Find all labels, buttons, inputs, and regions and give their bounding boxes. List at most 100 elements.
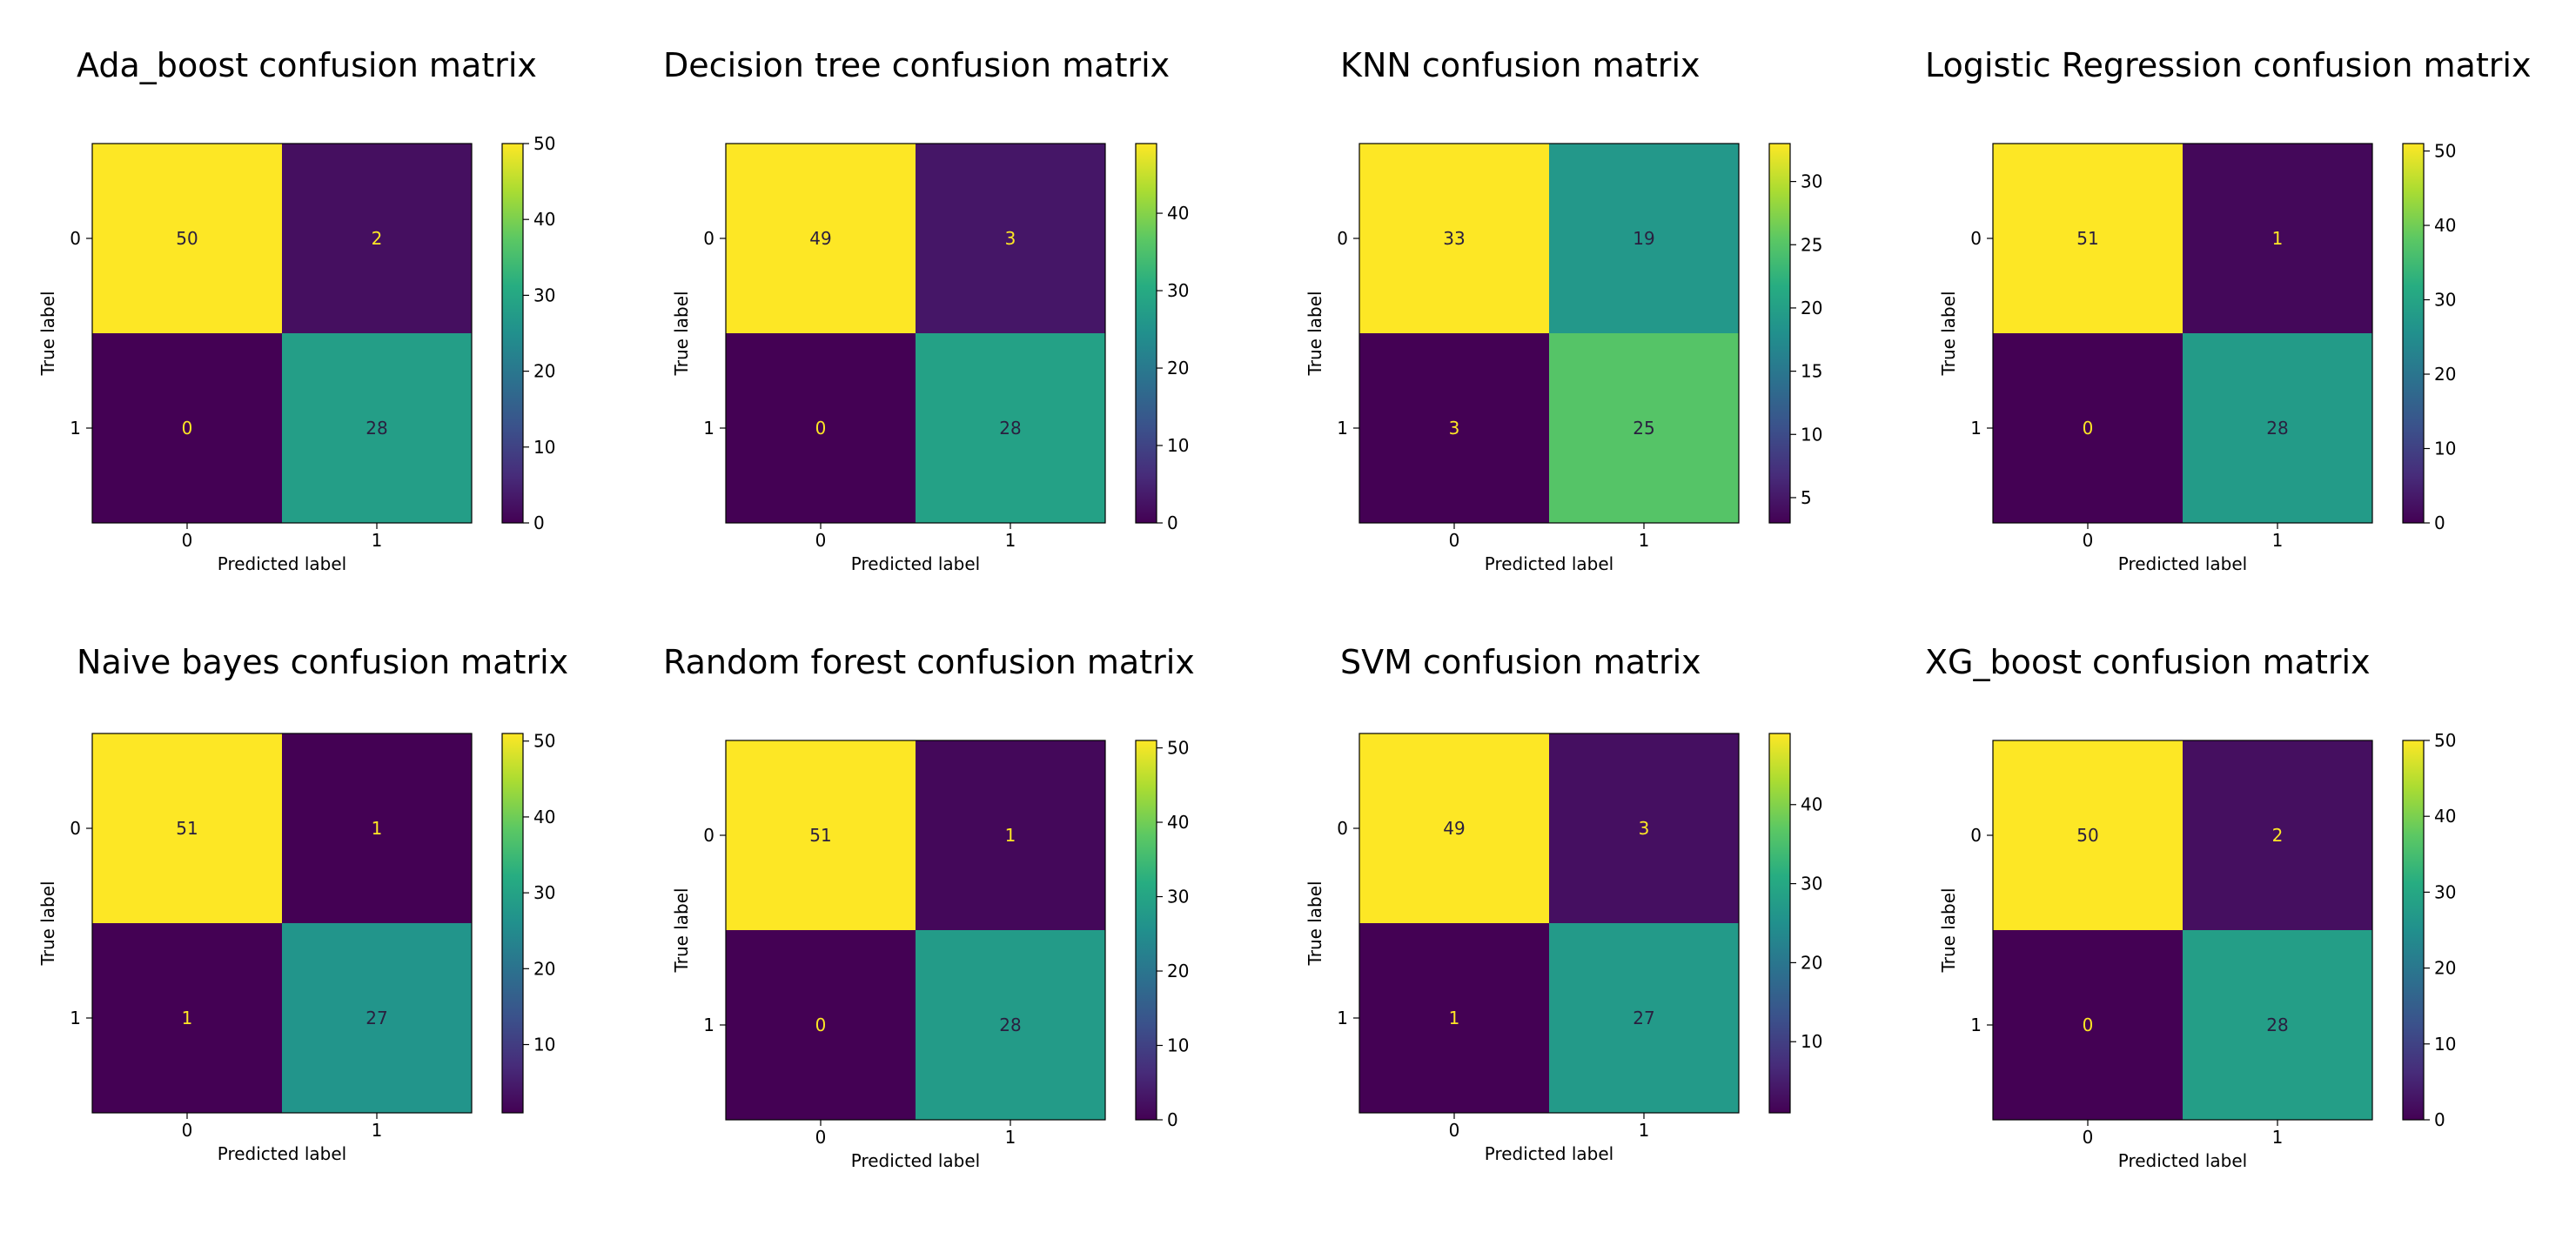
matrix-cell (282, 144, 472, 333)
cell-value-label: 50 (2076, 825, 2098, 846)
y-axis-label: True label (37, 291, 58, 376)
y-tick-label: 0 (70, 818, 81, 839)
chart-title: Random forest confusion matrix (663, 643, 1195, 681)
colorbar-tick-label: 10 (1167, 1035, 1189, 1056)
matrix-cell (1549, 733, 1739, 923)
colorbar-frame (501, 733, 524, 1114)
y-tick-label: 0 (1337, 228, 1348, 249)
y-tick-label: 0 (703, 825, 714, 846)
matrix-cell (726, 333, 916, 523)
y-tick-label: 1 (1970, 1015, 1982, 1035)
cell-value-label: 27 (1633, 1008, 1654, 1028)
y-tick-label: 0 (1970, 825, 1982, 846)
cell-value-label: 51 (809, 825, 831, 846)
cell-value-label: 28 (999, 418, 1021, 439)
cell-value-label: 1 (1005, 825, 1016, 846)
colorbar-frame (501, 143, 524, 524)
y-axis-label: True label (1305, 291, 1325, 376)
matrix-frame (725, 740, 1106, 1121)
colorbar (502, 144, 523, 523)
matrix-frame (91, 733, 473, 1114)
x-tick-label: 1 (2272, 1127, 2284, 1148)
cell-value-label: 50 (176, 228, 198, 249)
matrix-cell (1993, 740, 2183, 930)
x-tick-label: 1 (372, 530, 383, 551)
matrix-cell (1549, 144, 1739, 333)
colorbar-tick-label: 25 (1801, 234, 1822, 255)
x-tick-label: 0 (182, 1120, 193, 1141)
y-axis-label: True label (1305, 881, 1325, 966)
colorbar-tick-label: 40 (533, 807, 555, 827)
matrix-cell (1549, 923, 1739, 1113)
colorbar-tick-label: 40 (533, 209, 555, 230)
colorbar-tick-label: 20 (2434, 364, 2456, 385)
colorbar-tick-label: 50 (533, 731, 555, 752)
colorbar-tick-label: 30 (1167, 887, 1189, 907)
colorbar-tick-label: 20 (1167, 961, 1189, 981)
x-tick-label: 0 (815, 530, 827, 551)
colorbar-tick-label: 40 (1167, 203, 1189, 224)
colorbar-tick-label: 30 (2434, 290, 2456, 311)
colorbar-tick-label: 5 (1801, 487, 1812, 508)
cell-value-label: 28 (999, 1015, 1021, 1035)
matrix-cell (1359, 733, 1549, 923)
x-tick-label: 1 (1005, 530, 1016, 551)
y-axis-label: True label (1938, 887, 1959, 973)
y-axis-label: True label (671, 291, 692, 376)
y-tick-label: 1 (1970, 418, 1982, 439)
colorbar-tick-label: 20 (533, 958, 555, 979)
y-axis-label: True label (671, 887, 692, 973)
y-tick-label: 1 (703, 1015, 714, 1035)
cell-value-label: 0 (2083, 1015, 2094, 1035)
colorbar-tick-label: 30 (533, 882, 555, 903)
matrix-cell (726, 930, 916, 1120)
colorbar-tick-label: 10 (1801, 424, 1822, 445)
colorbar-tick-label: 20 (1801, 952, 1822, 973)
cell-value-label: 1 (182, 1008, 193, 1028)
x-tick-label: 1 (2272, 530, 2284, 551)
y-tick-label: 1 (1337, 418, 1348, 439)
y-tick-label: 1 (703, 418, 714, 439)
matrix-cell (916, 144, 1105, 333)
cell-value-label: 0 (182, 418, 193, 439)
cell-value-label: 3 (1639, 818, 1650, 839)
colorbar-frame (2402, 143, 2425, 524)
chart-title: XG_boost confusion matrix (1925, 643, 2371, 681)
matrix-cell (1359, 923, 1549, 1113)
colorbar-tick-label: 10 (533, 437, 555, 458)
matrix-frame (1992, 143, 2373, 524)
colorbar-frame (1135, 740, 1157, 1121)
colorbar-frame (2402, 740, 2425, 1121)
matrix-cell (92, 923, 282, 1113)
matrix-frame (1358, 143, 1740, 524)
cell-value-label: 28 (366, 418, 387, 439)
cell-value-label: 2 (372, 228, 383, 249)
colorbar-tick-label: 40 (1801, 794, 1822, 815)
matrix-cell (92, 733, 282, 923)
matrix-cell (92, 333, 282, 523)
cell-value-label: 3 (1005, 228, 1016, 249)
colorbar-tick-label: 10 (2434, 1034, 2456, 1055)
colorbar-tick-label: 30 (1167, 280, 1189, 301)
chart-title: Logistic Regression confusion matrix (1925, 46, 2531, 84)
colorbar-tick-label: 20 (2434, 958, 2456, 979)
colorbar-tick-label: 50 (2434, 141, 2456, 162)
x-tick-label: 1 (1639, 530, 1650, 551)
x-axis-label: Predicted label (2118, 553, 2247, 574)
matrix-cell (916, 740, 1105, 930)
y-tick-label: 1 (1337, 1008, 1348, 1028)
cell-value-label: 51 (176, 818, 198, 839)
matrix-cell (282, 923, 472, 1113)
y-axis-label: True label (37, 881, 58, 966)
cell-value-label: 1 (1449, 1008, 1460, 1028)
y-tick-label: 0 (1337, 818, 1348, 839)
colorbar-tick-label: 50 (2434, 730, 2456, 751)
chart-title: Naive bayes confusion matrix (77, 643, 568, 681)
x-tick-label: 1 (1005, 1127, 1016, 1148)
x-axis-label: Predicted label (1485, 553, 1613, 574)
x-axis-label: Predicted label (851, 1150, 980, 1171)
colorbar (1769, 733, 1790, 1113)
cell-value-label: 51 (2076, 228, 2098, 249)
